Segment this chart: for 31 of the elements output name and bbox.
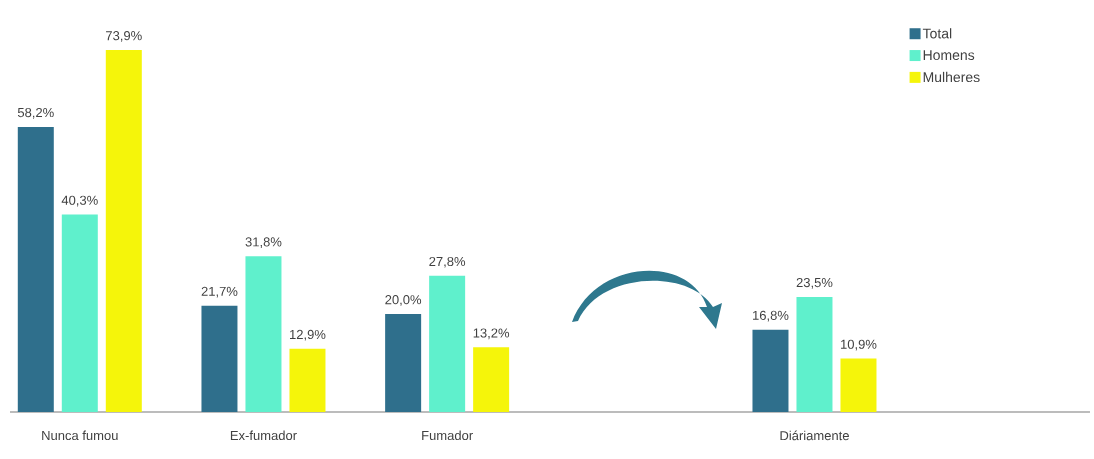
bar [289,348,326,412]
x-tick-label: Nunca fumou [42,430,118,441]
legend-label: Mulheres [923,71,980,83]
data-label: 23,5% [796,277,833,289]
x-tick-label: Diáriamente [780,430,849,441]
data-label: 31,8% [245,237,282,249]
data-label: 12,9% [290,329,326,341]
x-tick-label: Ex-fumador [230,430,297,441]
data-label: 21,7% [201,286,238,298]
bar [61,214,98,412]
bar [473,347,510,412]
bar [17,126,54,412]
data-label: 27,8% [429,256,466,268]
bar [796,296,833,412]
data-label: 58,2% [17,107,54,119]
bar [385,314,422,412]
legend-label: Total [922,28,952,39]
bar [429,275,466,412]
bar [245,256,282,412]
data-label: 20,0% [385,295,422,306]
legend-label: Homens [923,50,975,61]
data-label: 73,9% [106,31,142,42]
bar [752,329,789,412]
data-label: 13,2% [473,328,510,340]
data-label: 40,3% [61,195,98,207]
data-label: 16,8% [753,310,789,322]
bar [105,50,142,412]
x-tick-label: Fumador [422,430,473,441]
bar [201,305,238,412]
bar [840,358,877,412]
data-label: 10,9% [841,339,877,351]
